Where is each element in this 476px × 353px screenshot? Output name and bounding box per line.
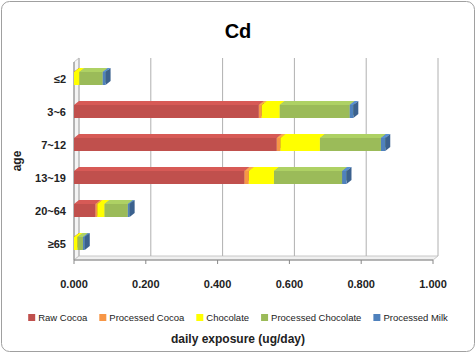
bar: [74, 204, 96, 217]
legend-swatch: [99, 314, 106, 321]
legend-label: Processed Chocolate: [271, 312, 361, 323]
y-axis-title: age: [10, 150, 24, 171]
x-tick-label: 0.400: [204, 278, 232, 290]
grid-line: [222, 58, 223, 256]
bar-side: [106, 68, 111, 85]
bar-top: [105, 200, 133, 204]
tick-mark: [217, 260, 218, 264]
bar: [74, 105, 259, 118]
y-tick-label: ≤2: [54, 73, 66, 85]
tick-mark: [361, 260, 362, 264]
bar: [280, 105, 350, 118]
x-axis-title: daily exposure (ug/day): [171, 332, 305, 346]
bar: [74, 237, 78, 250]
bar-top: [74, 101, 264, 105]
frame: [2, 2, 475, 352]
bar-side: [385, 134, 390, 151]
legend-swatch: [28, 314, 35, 321]
bar-top: [320, 134, 386, 138]
grid-line: [294, 58, 295, 256]
bar: [74, 72, 79, 85]
bar: [103, 72, 106, 85]
side-wall: [74, 58, 79, 260]
bar: [280, 138, 319, 151]
bar: [97, 204, 104, 217]
bar: [245, 171, 249, 184]
legend-label: Chocolate: [206, 312, 249, 323]
y-tick-label: 13~19: [35, 172, 66, 184]
bar-side: [346, 167, 351, 184]
x-tick-label: 0.200: [132, 278, 160, 290]
bar: [259, 105, 262, 118]
tick-mark: [74, 260, 75, 264]
title: Cd: [225, 20, 252, 42]
legend-swatch: [196, 314, 203, 321]
grid-line: [366, 58, 367, 256]
bar: [350, 105, 354, 118]
grid-line: [79, 58, 80, 256]
legend-label: Processed Milk: [383, 312, 448, 323]
bar: [277, 138, 281, 151]
tick-mark: [289, 260, 290, 264]
y-tick-label: ≥65: [48, 238, 66, 250]
bar: [79, 72, 102, 85]
bar: [96, 204, 98, 217]
x-tick-label: 0.600: [276, 278, 304, 290]
bar: [320, 138, 381, 151]
x-tick-label: 1.000: [419, 278, 447, 290]
chart: Cd 0.000 0.200 0.400 0.600 0.800 1.000 ≤2 3~6 7~1…: [0, 0, 476, 353]
x-tick-label: 0.000: [60, 278, 88, 290]
floor: [74, 256, 438, 260]
bar-top: [74, 134, 282, 138]
tick-mark: [145, 260, 146, 264]
grid-line: [438, 58, 439, 256]
bar-top: [274, 167, 347, 171]
bar: [249, 171, 274, 184]
legend-swatch: [261, 314, 268, 321]
y-axis: [74, 62, 75, 260]
y-tick-label: 7~12: [41, 139, 66, 151]
bar-top: [280, 134, 324, 138]
y-tick-label: 3~6: [47, 106, 66, 118]
bar: [262, 105, 280, 118]
bar: [274, 171, 342, 184]
y-tick-label: 20~64: [35, 205, 67, 217]
bar-top: [280, 101, 355, 105]
bar: [105, 204, 128, 217]
grid-line: [150, 58, 151, 256]
bar-top: [79, 68, 107, 72]
legend-swatch: [373, 314, 380, 321]
bar: [74, 171, 245, 184]
bar: [342, 171, 346, 184]
tick-mark: [433, 260, 434, 264]
bars: [74, 68, 390, 250]
legend: Raw Cocoa Processed Cocoa Chocolate Process…: [28, 312, 448, 323]
x-axis: [74, 260, 433, 261]
x-tick-label: 0.800: [347, 278, 375, 290]
bar-top: [74, 167, 250, 171]
bar: [381, 138, 385, 151]
bar-side: [85, 233, 90, 250]
bar: [83, 237, 85, 250]
bar-side: [353, 101, 358, 118]
bar-side: [130, 200, 135, 217]
bar: [78, 237, 83, 250]
bar: [128, 204, 130, 217]
bar: [74, 138, 277, 151]
legend-label: Processed Cocoa: [109, 312, 185, 323]
bar-top: [249, 167, 279, 171]
legend-label: Raw Cocoa: [38, 312, 88, 323]
